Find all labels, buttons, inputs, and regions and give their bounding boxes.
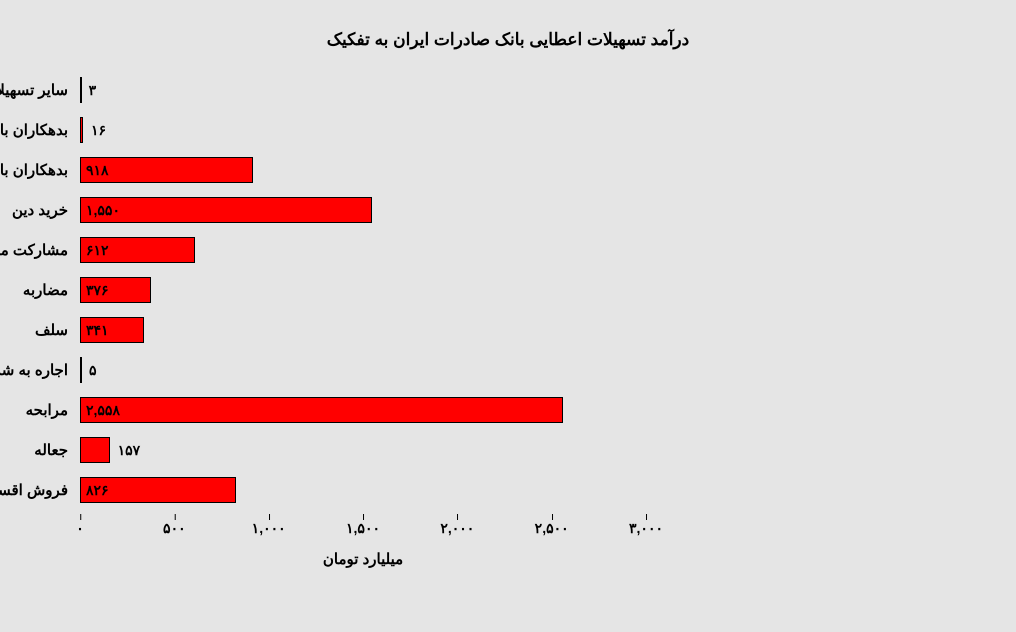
bar-category-label: مضاربه <box>23 281 68 299</box>
bar-row: بدهکاران بابت ضمانت نامه های پرداخت شده۱… <box>80 116 646 144</box>
bar-category-label: بدهکاران بابت ضمانت نامه های پرداخت شده <box>0 121 68 139</box>
bar-row: خرید دین۱,۵۵۰ <box>80 196 646 224</box>
x-axis-tick: ۰ <box>76 520 84 537</box>
bar-value-label: ۵ <box>89 362 97 379</box>
bar-row: سلف۳۴۱ <box>80 316 646 344</box>
bar <box>80 397 563 423</box>
bar <box>80 77 82 103</box>
bar-value-label: ۸۲۶ <box>86 482 109 499</box>
bar-row: مضاربه۳۷۶ <box>80 276 646 304</box>
bar-value-label: ۹۱۸ <box>86 162 109 179</box>
x-axis-tick: ۵۰۰ <box>163 520 186 537</box>
bar-value-label: ۳۷۶ <box>86 282 109 299</box>
bar-row: جعاله۱۵۷ <box>80 436 646 464</box>
x-axis-tick: ۱,۰۰۰ <box>252 520 286 537</box>
x-axis-tick: ۲,۰۰۰ <box>440 520 474 537</box>
bar-value-label: ۱,۵۵۰ <box>86 202 120 219</box>
bar-value-label: ۳۴۱ <box>86 322 109 339</box>
bar-row: مشارکت مدنی۶۱۲ <box>80 236 646 264</box>
bar-row: فروش اقساطی۸۲۶ <box>80 476 646 504</box>
bar <box>80 437 110 463</box>
x-axis-tick: ۱,۵۰۰ <box>346 520 380 537</box>
chart-title: درآمد تسهیلات اعطایی بانک صادرات ایران ب… <box>40 30 976 50</box>
bar-category-label: مشارکت مدنی <box>0 241 68 259</box>
bar-value-label: ۲,۵۵۸ <box>86 402 120 419</box>
x-axis-tick: ۳,۰۰۰ <box>629 520 663 537</box>
bar-category-label: بدهکاران بابت اعتبارات اسنادی پرداخت شده <box>0 161 68 179</box>
bar-value-label: ۱۶ <box>91 122 106 139</box>
chart-container: درآمد تسهیلات اعطایی بانک صادرات ایران ب… <box>0 0 1016 632</box>
bar-row: بدهکاران بابت اعتبارات اسنادی پرداخت شده… <box>80 156 646 184</box>
bar-category-label: خرید دین <box>12 201 68 219</box>
x-axis-tick: ۲,۵۰۰ <box>535 520 569 537</box>
bar <box>80 357 82 383</box>
bar-category-label: مرابحه <box>26 401 68 419</box>
bar-row: سایر تسهیلات۳ <box>80 76 646 104</box>
bar <box>80 197 372 223</box>
bar-category-label: سایر تسهیلات <box>0 81 68 99</box>
bar <box>80 117 83 143</box>
x-axis: میلیارد تومان ۰۵۰۰۱,۰۰۰۱,۵۰۰۲,۰۰۰۲,۵۰۰۳,… <box>80 520 646 550</box>
bar-category-label: جعاله <box>34 441 68 459</box>
plot-area: فروش اقساطی۸۲۶ جعاله۱۵۷ مرابحه۲,۵۵۸ اجاره ب… <box>80 70 646 550</box>
bar-category-label: فروش اقساطی <box>0 481 68 499</box>
x-axis-label: میلیارد تومان <box>323 550 403 568</box>
bar-row: مرابحه۲,۵۵۸ <box>80 396 646 424</box>
bar-category-label: اجاره به شرط تملیک <box>0 361 68 379</box>
bar-value-label: ۳ <box>89 82 97 99</box>
bar-value-label: ۱۵۷ <box>118 442 141 459</box>
bar-row: اجاره به شرط تملیک۵ <box>80 356 646 384</box>
bar-value-label: ۶۱۲ <box>86 242 109 259</box>
bar-category-label: سلف <box>35 321 68 339</box>
